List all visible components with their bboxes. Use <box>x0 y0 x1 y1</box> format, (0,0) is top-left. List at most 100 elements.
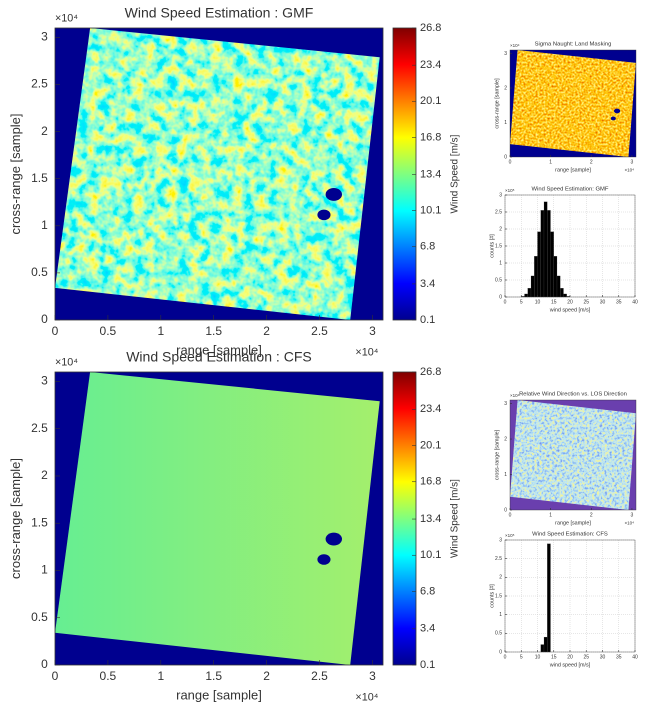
y-tick-label: 1.5 <box>31 515 48 529</box>
y-tick-label: 2 <box>499 575 502 581</box>
y-exponent-label: ×10⁴ <box>510 43 520 48</box>
x-tick-label: 25 <box>583 299 589 305</box>
axes-frame <box>54 371 384 666</box>
y-tick-label: 1 <box>499 260 502 266</box>
histogram-bar <box>547 543 551 653</box>
y-tick-label: 1 <box>41 563 48 577</box>
x-tick-label: 25 <box>583 654 589 660</box>
image-swath <box>510 50 636 157</box>
x-tick-label: 2 <box>263 324 270 338</box>
y-axis-label: counts [#] <box>489 584 495 608</box>
x-exponent-label: ×10⁴ <box>625 168 635 173</box>
y-exponent-label: ×10⁵ <box>505 533 515 538</box>
y-tick-label: 3 <box>41 374 48 388</box>
y-tick-label: 0 <box>41 312 48 326</box>
y-tick-label: 1.5 <box>31 171 48 185</box>
y-tick-label: 1 <box>504 472 507 478</box>
image-swath <box>510 400 636 510</box>
y-tick-label: 3 <box>499 192 502 198</box>
histogram-bar <box>543 201 548 298</box>
x-exponent-label: ×10⁴ <box>355 346 378 358</box>
x-tick-label: 30 <box>600 299 606 305</box>
colorbar-tick-label: 26.8 <box>420 366 441 378</box>
x-axis-label: range [sample] <box>555 520 591 526</box>
y-tick-label: 2.5 <box>495 209 502 215</box>
colorbar-tick-label: 6.8 <box>420 585 435 597</box>
y-tick-label: 3 <box>504 51 507 57</box>
colorbar-tick-label: 13.4 <box>420 513 441 525</box>
axes-frame <box>54 27 384 321</box>
chart-title: Wind Speed Estimation : GMF <box>125 4 314 20</box>
x-tick-label: 0 <box>509 159 512 165</box>
x-tick-label: 5 <box>520 299 523 305</box>
x-tick-label: 2 <box>263 669 270 683</box>
x-tick-label: 1 <box>549 159 552 165</box>
colorbar <box>392 27 417 321</box>
x-axis-label: range [sample] <box>176 688 262 703</box>
colorbar-tick-label: 13.4 <box>420 168 441 180</box>
colorbar-tick-label: 0.1 <box>420 314 435 326</box>
colorbar-tick-label: 16.8 <box>420 476 441 488</box>
x-tick-label: 3 <box>369 324 376 338</box>
land-mask <box>325 532 342 546</box>
x-tick-label: 0 <box>509 512 512 518</box>
chart-title: Relative Wind Direction vs. LOS Directio… <box>519 392 627 398</box>
y-tick-label: 0.5 <box>495 277 502 283</box>
x-tick-label: 1.5 <box>205 324 222 338</box>
colorbar <box>392 371 417 666</box>
x-tick-label: 2.5 <box>311 324 328 338</box>
y-tick-label: 0 <box>499 294 502 300</box>
x-tick-label: 30 <box>600 654 606 660</box>
land-mask <box>317 209 331 221</box>
colorbar-tick-label: 16.8 <box>420 131 441 143</box>
x-tick-label: 0.5 <box>100 669 117 683</box>
colorbar-tick-label: 0.1 <box>420 659 435 671</box>
colorbar-tick-label: 23.4 <box>420 403 441 415</box>
axes-frame <box>509 49 637 158</box>
histogram-bar <box>540 644 545 653</box>
x-tick-label: 1 <box>549 512 552 518</box>
histogram-bar <box>563 293 567 298</box>
colorbar-tick-label: 10.1 <box>420 205 441 217</box>
histogram-bar <box>534 256 538 298</box>
colorbar-tick-label: 20.1 <box>420 439 441 451</box>
y-tick-label: 0 <box>499 649 502 655</box>
y-axis-label: cross-range [sample] <box>8 458 23 579</box>
land-mask <box>325 188 342 201</box>
y-tick-label: 0.5 <box>31 265 48 279</box>
histogram-bar <box>540 210 545 298</box>
x-tick-label: 5 <box>520 654 523 660</box>
chart-title: Sigma Naught: Land Masking <box>535 42 612 48</box>
y-tick-label: 2.5 <box>31 77 48 91</box>
y-tick-label: 1.5 <box>495 593 502 599</box>
colorbar-tick-label: 6.8 <box>420 241 435 253</box>
histogram-bar <box>527 288 532 298</box>
histogram-bar <box>524 293 528 298</box>
y-axis-label: cross-range [sample] <box>494 429 500 480</box>
y-tick-label: 0.5 <box>495 631 502 637</box>
histogram-bar <box>550 231 554 298</box>
histogram-bar <box>530 275 535 298</box>
land-mask <box>317 554 331 565</box>
y-tick-label: 1 <box>499 612 502 618</box>
histogram-bar <box>547 210 551 298</box>
y-exponent-label: ×10⁴ <box>510 393 520 398</box>
x-tick-label: 2.5 <box>311 669 328 683</box>
chart-title: Wind Speed Estimation : CFS <box>126 348 312 364</box>
y-tick-label: 2 <box>41 468 48 482</box>
x-tick-label: 0 <box>504 654 507 660</box>
x-tick-label: 0 <box>504 299 507 305</box>
x-tick-label: 40 <box>632 654 638 660</box>
colorbar-tick-label: 26.8 <box>420 22 441 34</box>
x-tick-label: 2 <box>590 159 593 165</box>
x-tick-label: 15 <box>551 299 557 305</box>
y-tick-label: 0 <box>504 507 507 513</box>
y-exponent-label: ×10⁴ <box>55 12 78 24</box>
x-axis-label: range [sample] <box>555 167 591 173</box>
x-tick-label: 0.5 <box>100 324 117 338</box>
x-axis-label: range [sample] <box>176 343 262 358</box>
y-axis-label: cross-range [sample] <box>494 78 500 129</box>
